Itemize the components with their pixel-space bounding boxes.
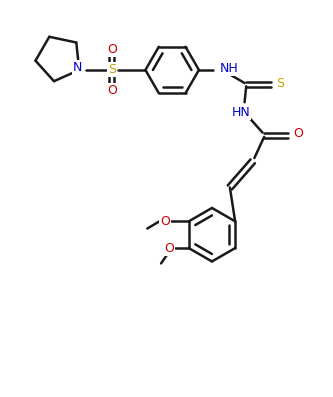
Text: N: N	[73, 61, 83, 74]
Text: S: S	[276, 77, 284, 90]
Text: O: O	[161, 215, 170, 228]
Text: O: O	[107, 43, 117, 56]
Text: HN: HN	[231, 106, 250, 119]
Text: NH: NH	[220, 62, 239, 75]
Text: O: O	[107, 84, 117, 97]
Text: S: S	[108, 64, 116, 77]
Text: O: O	[293, 127, 303, 140]
Text: O: O	[164, 242, 174, 254]
